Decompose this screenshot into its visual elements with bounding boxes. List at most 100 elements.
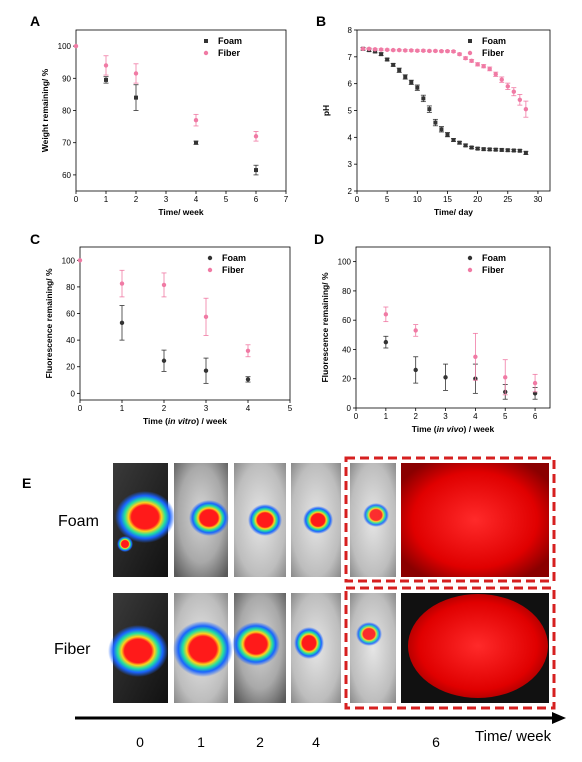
panel-b-fiber-point [487, 66, 492, 72]
panel-b-foam-point [487, 147, 492, 152]
panel-c-axes-frame [79, 246, 291, 401]
panel-b-fiber-point [384, 47, 390, 53]
panel-a-ytick-label: 80 [62, 107, 71, 116]
panel-a: A 0 1 2 3 4 5 6 7 60 70 80 90 100 Time/ week Weight re… [30, 13, 289, 217]
panel-b-foam-point [439, 127, 444, 132]
panel-a-ylabel: Weight remaining/ % [40, 68, 50, 152]
panel-a-xtick-label: 4 [194, 195, 199, 204]
fiber-image-week1 [173, 593, 233, 703]
panel-c-xtick-label: 1 [120, 404, 125, 413]
panel-b-fiber-point [469, 58, 474, 64]
panel-d-xtick-label: 6 [533, 412, 538, 421]
panel-a-foam-point [194, 140, 198, 145]
panel-c-fiber-point [119, 281, 125, 286]
row-label-fiber: Fiber [54, 641, 91, 658]
panel-a-foam-point [104, 77, 108, 82]
panel-a-fiber-point [103, 63, 109, 68]
panel-d-fiber-point [383, 312, 389, 317]
panel-c-xtick-label: 5 [288, 404, 293, 413]
panel-a-xtick-label: 6 [254, 195, 259, 204]
panel-d-xtick-label: 2 [413, 412, 418, 421]
panel-b-legend-label: Fiber [482, 48, 505, 58]
panel-b-foam-point [427, 107, 432, 112]
panel-d-fiber-point [532, 380, 538, 386]
panel-b-fiber-point [439, 48, 444, 54]
panel-b-fiber-point [481, 64, 486, 69]
time-axis-label: Time/ week [475, 728, 552, 745]
panel-d-legend-marker [467, 267, 473, 273]
panel-b-foam-point [499, 147, 504, 152]
panel-c-fiber-point [245, 348, 251, 353]
panel-b-foam-point [517, 148, 522, 153]
panel-c-legend-marker [207, 267, 213, 273]
panel-b-axes-frame [356, 29, 551, 192]
panel-d-foam-point [443, 375, 448, 380]
panel-b-legend-marker [468, 39, 472, 43]
panel-b-foam-point [445, 132, 450, 137]
fiber-image-week0 [108, 593, 168, 703]
panel-b-foam-point [523, 150, 528, 155]
panel-d-xtick-label: 3 [443, 412, 448, 421]
panel-b-fiber-point [366, 46, 372, 51]
panel-a-xtick-label: 7 [284, 195, 289, 204]
panel-d-ytick-label: 100 [338, 258, 352, 267]
time-tick-2: 2 [256, 734, 264, 750]
panel-b-ytick-label: 4 [348, 133, 353, 142]
panel-b-fiber-point [523, 106, 529, 112]
panel-c-ytick-label: 40 [66, 336, 75, 345]
panel-b-fiber-point [378, 47, 384, 52]
time-tick-0: 0 [136, 734, 144, 750]
panel-c-xtick-label: 0 [78, 404, 83, 413]
panel-b-xtick-label: 0 [355, 195, 360, 204]
panel-b-fiber-point [372, 47, 378, 52]
panel-b-xlabel: Time/ day [434, 207, 473, 217]
panel-a-ytick-label: 90 [62, 74, 71, 83]
panel-a-legend-marker [203, 50, 209, 56]
panel-b-ytick-label: 7 [348, 53, 353, 62]
panel-b-foam-point [475, 146, 480, 151]
panel-c-xlabel: Time (in vitro) / week [143, 416, 227, 426]
panel-b-fiber-point [505, 84, 510, 89]
panel-b-legend-marker [467, 50, 473, 56]
panel-b-foam-point [457, 140, 462, 145]
panel-a-ytick-label: 60 [62, 171, 71, 180]
panel-d-fiber-point [473, 354, 478, 359]
panel-b-fiber-point [409, 48, 414, 53]
panel-d-xtick-label: 1 [384, 412, 389, 421]
panel-a-fiber-point [73, 43, 79, 49]
panel-b-letter: B [316, 13, 326, 29]
panel-c-xtick-label: 4 [246, 404, 251, 413]
panel-b-fiber-point [493, 72, 498, 77]
fiber-image-week2 [232, 593, 286, 703]
panel-b-fiber-point [427, 48, 432, 54]
foam-image-week2 [234, 463, 286, 577]
panel-b-xtick-label: 25 [503, 195, 512, 204]
panel-b-foam-point [403, 74, 408, 79]
panel-a-xtick-label: 5 [224, 195, 229, 204]
panel-b-xtick-label: 20 [473, 195, 482, 204]
foam-image-week0 [113, 463, 175, 577]
panel-b-foam-point [511, 148, 516, 153]
panel-b-foam-point [385, 57, 390, 62]
panel-b-xtick-label: 5 [385, 195, 390, 204]
panel-b-fiber-point [390, 47, 396, 53]
panel-a-xtick-label: 2 [134, 195, 139, 204]
panel-b-xtick-label: 15 [443, 195, 452, 204]
week6-fiber-highlight-box [344, 586, 556, 710]
panel-b-legend-label: Foam [482, 36, 506, 46]
panel-d-ytick-label: 40 [342, 345, 351, 354]
panel-d-ytick-label: 20 [342, 375, 351, 384]
panel-b-foam-point [451, 138, 456, 143]
panel-b-fiber-point [421, 48, 426, 53]
panel-a-xlabel: Time/ week [158, 207, 203, 217]
foam-image-week4 [291, 463, 341, 577]
time-tick-6: 6 [432, 734, 440, 750]
foam-image-week1 [174, 463, 229, 577]
panel-a-fiber-point [133, 71, 139, 76]
panel-d-xtick-label: 4 [473, 412, 478, 421]
panel-c: C 0 1 2 3 4 5 0 20 40 60 80 100 Time (in vitro) / we… [30, 231, 293, 426]
panel-a-xtick-label: 0 [74, 195, 79, 204]
panel-c-ylabel: Fluorescence remaining/ % [44, 268, 54, 379]
panel-d-ytick-label: 60 [342, 316, 351, 325]
